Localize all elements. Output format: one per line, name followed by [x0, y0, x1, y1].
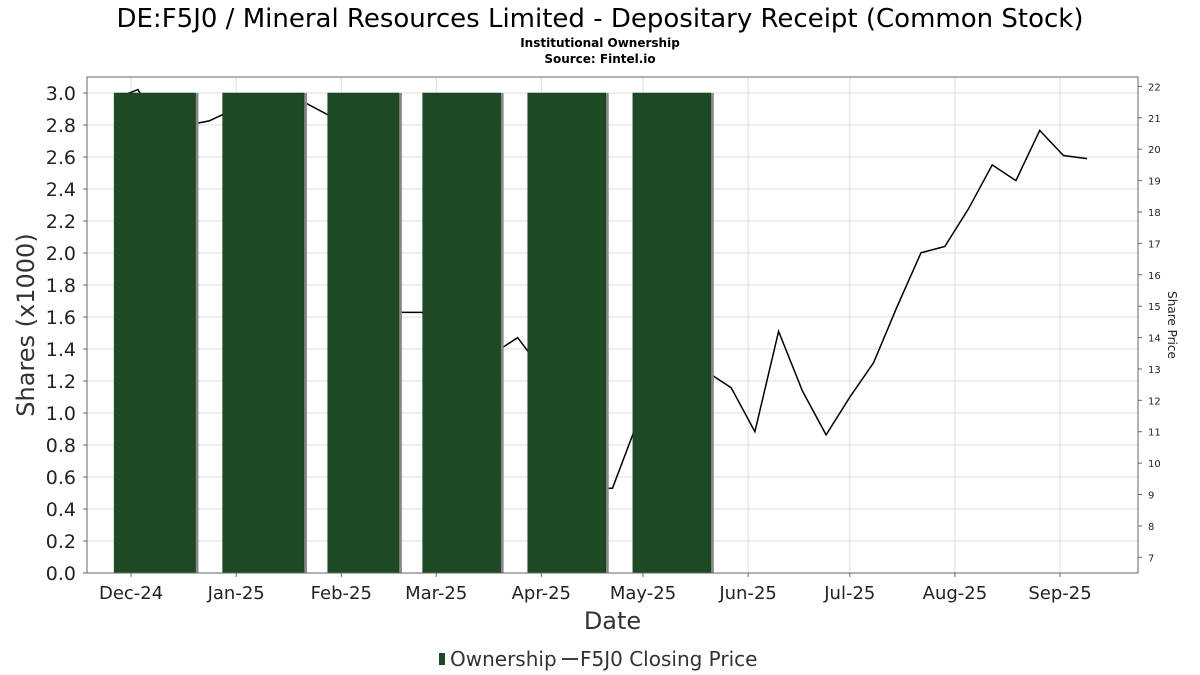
y2-tick-label: 14 [1148, 334, 1161, 345]
ownership-bars [113, 92, 714, 574]
price-line-layer [113, 88, 1088, 489]
chart-source: Source: Fintel.io [544, 52, 655, 66]
y2-tick-label: 7 [1148, 553, 1154, 564]
ownership-bar [327, 92, 400, 574]
x-axis: Dec-24 Jan-25 Feb-25 Mar-25 Apr-25 May-25 Jun-… [99, 573, 1092, 604]
legend: Ownership F5J0 Closing Price [439, 647, 757, 671]
y2-tick-label: 22 [1148, 82, 1161, 93]
x-tick-label: Mar-25 [405, 583, 467, 604]
legend-price-label: F5J0 Closing Price [580, 647, 757, 671]
right-axis: 7 8 9 10 11 12 13 14 15 16 17 18 19 20 21 22 [1138, 82, 1161, 564]
x-tick-label: Jul-25 [823, 583, 875, 604]
ownership-bar [632, 92, 712, 574]
x-tick-label: Jan-25 [207, 583, 265, 604]
y2-tick-label: 13 [1148, 365, 1161, 376]
y2-tick-label: 21 [1148, 114, 1161, 125]
y-tick-label: 2.6 [46, 147, 76, 169]
y-tick-label: 0.4 [46, 499, 76, 521]
price-line [113, 88, 1088, 489]
ownership-bar [527, 92, 606, 574]
y2-tick-label: 18 [1148, 208, 1161, 219]
x-tick-label: Jun-25 [718, 583, 777, 604]
x-axis-label: Date [584, 607, 641, 635]
x-tick-label: Sep-25 [1028, 583, 1091, 604]
x-tick-label: Apr-25 [512, 583, 571, 604]
legend-ownership-swatch [439, 653, 445, 665]
y2-tick-label: 16 [1148, 271, 1161, 282]
y2-tick-label: 10 [1148, 459, 1161, 470]
y-tick-label: 1.4 [46, 339, 76, 361]
y-axis-label: Shares (x1000) [12, 233, 40, 416]
y2-tick-label: 17 [1148, 239, 1161, 250]
y2-tick-label: 20 [1148, 145, 1161, 156]
x-tick-label: Feb-25 [311, 583, 372, 604]
x-tick-label: Dec-24 [99, 583, 163, 604]
y2-tick-label: 19 [1148, 177, 1161, 188]
chart-title: DE:F5J0 / Mineral Resources Limited - De… [116, 4, 1083, 34]
y-tick-label: 2.0 [46, 243, 76, 265]
y-tick-label: 1.8 [46, 275, 76, 297]
y2-tick-label: 12 [1148, 396, 1161, 407]
ownership-bar [422, 92, 501, 574]
y-tick-label: 1.6 [46, 307, 76, 329]
y-tick-label: 0.6 [46, 467, 76, 489]
y-tick-label: 2.2 [46, 211, 76, 233]
y-tick-label: 0.2 [46, 531, 76, 553]
y2-tick-label: 11 [1148, 428, 1161, 439]
x-tick-label: Aug-25 [923, 583, 988, 604]
y-tick-label: 1.0 [46, 403, 76, 425]
left-axis: 0.0 0.2 0.4 0.6 0.8 1.0 1.2 1.4 1.6 1.8 2.0 2.2 2.4 2… [46, 83, 87, 585]
y-tick-label: 2.8 [46, 115, 76, 137]
ownership-bar [222, 92, 305, 574]
y-tick-label: 0.8 [46, 435, 76, 457]
plot-frame [86, 76, 1139, 574]
y2-axis-label: Share Price [1165, 291, 1179, 359]
y2-tick-label: 15 [1148, 302, 1161, 313]
y-tick-label: 0.0 [46, 563, 76, 585]
y-tick-label: 3.0 [46, 83, 76, 105]
x-tick-label: May-25 [610, 583, 676, 604]
legend-ownership-label: Ownership [450, 647, 557, 671]
y2-tick-label: 9 [1148, 491, 1154, 502]
y2-tick-label: 8 [1148, 522, 1154, 533]
chart-subtitle: Institutional Ownership [520, 36, 680, 50]
ownership-bar [113, 92, 196, 574]
y-tick-label: 1.2 [46, 371, 76, 393]
y-tick-label: 2.4 [46, 179, 76, 201]
